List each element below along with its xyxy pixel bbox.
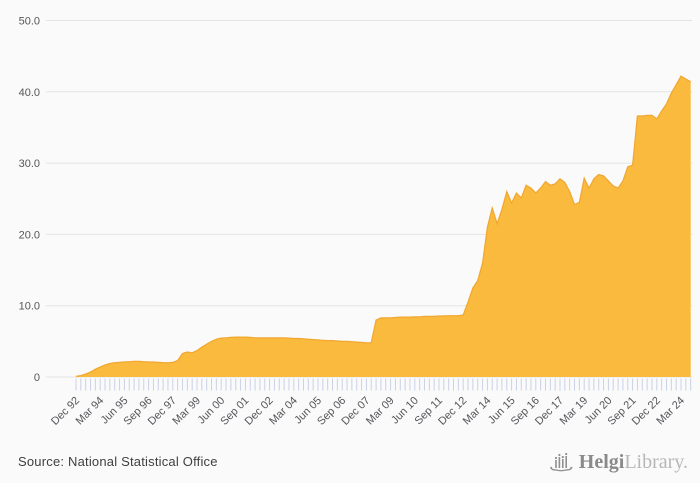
chart-canvas: 0 10.0 20.0 30.0 40.0 50.0 Dec 92 Mar 94 Jun 95 S… — [19, 16, 692, 428]
logo-brand-library: Library. — [624, 450, 688, 473]
logo-brand-helgi: Helgi — [578, 450, 625, 473]
y-axis-label: 30.0 — [19, 158, 40, 170]
y-axis-label: 10.0 — [19, 301, 40, 313]
y-axis-label: 0 — [34, 372, 40, 384]
y-axis-label: 20.0 — [19, 229, 40, 241]
source-text: Source: National Statistical Office — [18, 454, 218, 469]
y-axis-label: 50.0 — [19, 16, 40, 28]
logo-wordmark: HelgiLibrary. — [579, 452, 688, 472]
chart-footer: Source: National Statistical Office — [0, 440, 700, 483]
area-series-edge — [75, 75, 691, 377]
helgi-library-logo: HelgiLibrary. — [549, 451, 688, 473]
helgi-ship-icon — [549, 452, 573, 471]
y-axis-label: 40.0 — [19, 87, 40, 99]
area-series — [76, 76, 691, 377]
